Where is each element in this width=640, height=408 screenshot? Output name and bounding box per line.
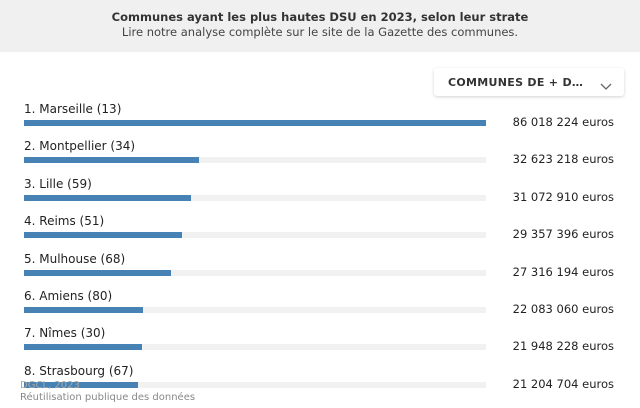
row-label: 7. Nîmes (30)	[24, 326, 106, 341]
reuse-link[interactable]: Réutilisation publique des données	[20, 392, 196, 403]
chart-header: Communes ayant les plus hautes DSU en 20…	[0, 0, 640, 52]
row-value: 32 623 218 euros	[512, 152, 614, 167]
chart-row[interactable]: 1. Marseille (13) 86 018 224 euros	[0, 102, 640, 139]
bar-track	[24, 269, 486, 276]
chart-title: Communes ayant les plus hautes DSU en 20…	[111, 10, 529, 24]
chart-row[interactable]: 5. Mulhouse (68) 27 316 194 euros	[0, 252, 640, 289]
row-label: 5. Mulhouse (68)	[24, 251, 126, 266]
bar	[24, 307, 143, 313]
row-label: 1. Marseille (13)	[24, 102, 122, 116]
bar	[24, 194, 191, 201]
chart-subtitle: Lire notre analyse complète sur le site …	[121, 25, 519, 39]
strata-filter-dropdown[interactable]: COMMUNES DE + DE 1...	[434, 68, 624, 96]
chart-row[interactable]: 7. Nîmes (30) 21 948 228 euros	[0, 326, 640, 363]
bar-track	[24, 381, 486, 388]
bar	[24, 269, 171, 276]
row-value: 29 357 396 euros	[512, 227, 614, 242]
row-label: 2. Montpellier (34)	[24, 139, 136, 154]
bar-track	[24, 120, 486, 126]
bar-track	[24, 157, 486, 164]
bar	[24, 157, 200, 164]
row-label: 6. Amiens (80)	[24, 289, 113, 303]
chevron-down-icon	[600, 76, 612, 95]
bar-track	[24, 194, 486, 201]
bar-track	[24, 232, 486, 239]
bar	[24, 381, 138, 388]
chart-row[interactable]: 3. Lille (59) 31 072 910 euros	[0, 177, 640, 214]
row-value: 86 018 224 euros	[512, 115, 614, 129]
bar-track	[24, 307, 486, 313]
row-value: 22 083 060 euros	[512, 302, 614, 316]
chart-row[interactable]: 2. Montpellier (34) 32 623 218 euros	[0, 139, 640, 176]
bar-track	[24, 344, 486, 351]
bar	[24, 120, 486, 126]
strata-filter-selected: COMMUNES DE + DE 1...	[448, 76, 590, 89]
chart-row[interactable]: 6. Amiens (80) 22 083 060 euros	[0, 289, 640, 326]
row-value: 21 948 228 euros	[512, 339, 614, 354]
source-link[interactable]: DGCL, 2023	[20, 380, 80, 391]
row-value: 31 072 910 euros	[512, 189, 614, 204]
chart-row[interactable]: 4. Reims (51) 29 357 396 euros	[0, 214, 640, 251]
row-label: 8. Strasbourg (67)	[24, 363, 134, 378]
row-value: 27 316 194 euros	[512, 264, 614, 279]
row-label: 3. Lille (59)	[24, 176, 92, 191]
row-label: 4. Reims (51)	[24, 214, 105, 229]
bar	[24, 232, 182, 239]
chart-row[interactable]: 8. Strasbourg (67) 21 204 704 euros	[0, 364, 640, 401]
row-value: 21 204 704 euros	[512, 376, 614, 391]
bar	[24, 344, 142, 351]
